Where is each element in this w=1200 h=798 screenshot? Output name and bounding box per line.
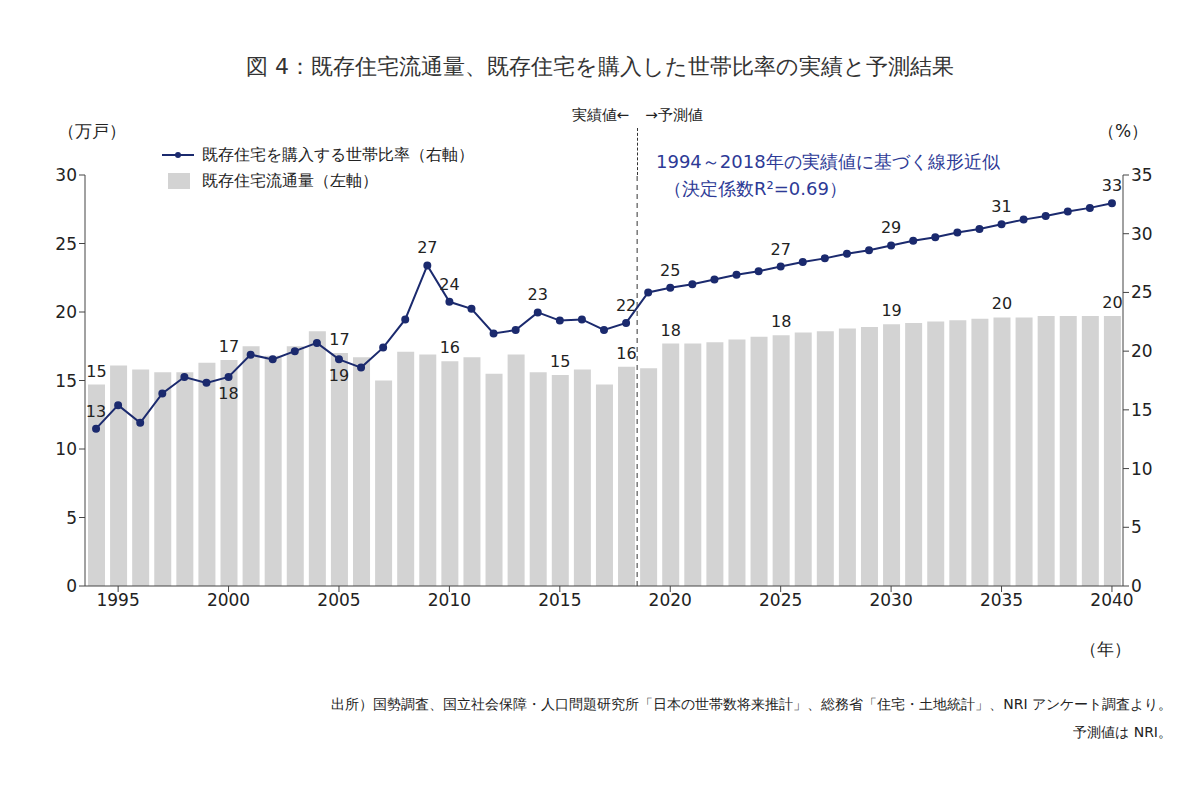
svg-text:2005: 2005: [317, 590, 360, 610]
svg-text:20: 20: [992, 294, 1012, 313]
html-text:（万戸）: （万戸）: [58, 121, 126, 141]
svg-text:15: 15: [55, 371, 77, 391]
svg-text:19: 19: [881, 301, 901, 320]
svg-text:2000: 2000: [207, 590, 250, 610]
svg-text:22: 22: [616, 296, 636, 315]
svg-text:15: 15: [86, 362, 106, 381]
svg-text:2025: 2025: [759, 590, 802, 610]
svg-text:31: 31: [991, 197, 1011, 216]
svg-text:2030: 2030: [869, 590, 912, 610]
svg-text:2015: 2015: [538, 590, 581, 610]
html-text:1994～2018年の実績値に基づく線形近似: 1994～2018年の実績値に基づく線形近似: [656, 151, 1000, 172]
svg-text:18: 18: [218, 384, 238, 403]
svg-text:19: 19: [329, 366, 349, 385]
html-text:予測値は NRI。: 予測値は NRI。: [1073, 724, 1172, 740]
svg-text:18: 18: [771, 312, 791, 331]
svg-text:27: 27: [771, 240, 791, 259]
svg-text:0: 0: [66, 576, 77, 596]
svg-text:2040: 2040: [1090, 590, 1133, 610]
svg-text:35: 35: [1131, 165, 1153, 185]
svg-text:20: 20: [55, 302, 77, 322]
svg-text:5: 5: [1131, 517, 1142, 537]
html-text:図 4：既存住宅流通量、既存住宅を購入した世帯比率の実績と予: 図 4：既存住宅流通量、既存住宅を購入した世帯比率の実績と予測結果: [246, 54, 954, 79]
svg-text:18: 18: [661, 321, 681, 340]
svg-text:13: 13: [86, 402, 106, 421]
svg-text:2010: 2010: [428, 590, 471, 610]
svg-text:25: 25: [55, 234, 77, 254]
svg-text:24: 24: [439, 275, 459, 294]
svg-text:20: 20: [1131, 341, 1153, 361]
html-text:出所）国勢調査、国立社会保障・人口問題研究所「日本の世帯数将: 出所）国勢調査、国立社会保障・人口問題研究所「日本の世帯数将来推計」、総務省「住…: [331, 696, 1172, 712]
html-text:→予測値: →予測値: [645, 106, 703, 124]
html-text:既存住宅を購入する世帯比率（右軸）: 既存住宅を購入する世帯比率（右軸）: [202, 144, 474, 164]
svg-text:33: 33: [1102, 176, 1122, 195]
svg-text:15: 15: [1131, 400, 1153, 420]
svg-text:10: 10: [1131, 459, 1153, 479]
svg-text:25: 25: [1131, 282, 1153, 302]
html-text:（年）: （年）: [1080, 639, 1131, 659]
svg-text:16: 16: [440, 338, 460, 357]
svg-text:17: 17: [219, 337, 239, 356]
html-text:既存住宅流通量（左軸）: 既存住宅流通量（左軸）: [202, 170, 378, 190]
svg-text:30: 30: [55, 165, 77, 185]
svg-text:25: 25: [660, 261, 680, 280]
svg-text:2020: 2020: [649, 590, 692, 610]
svg-text:15: 15: [550, 352, 570, 371]
svg-text:17: 17: [329, 330, 349, 349]
svg-text:16: 16: [616, 344, 636, 363]
svg-text:1995: 1995: [96, 590, 139, 610]
svg-text:30: 30: [1131, 224, 1153, 244]
svg-text:27: 27: [417, 238, 437, 257]
svg-text:5: 5: [66, 508, 77, 528]
svg-text:20: 20: [1102, 293, 1122, 312]
svg-text:23: 23: [528, 285, 548, 304]
html-text:（決定係数R²=0.69）: （決定係数R²=0.69）: [664, 178, 847, 199]
svg-text:10: 10: [55, 439, 77, 459]
svg-text:29: 29: [881, 218, 901, 237]
svg-text:2035: 2035: [980, 590, 1023, 610]
svg-text:0: 0: [1131, 576, 1142, 596]
html-text:実績値←: 実績値←: [571, 106, 630, 124]
